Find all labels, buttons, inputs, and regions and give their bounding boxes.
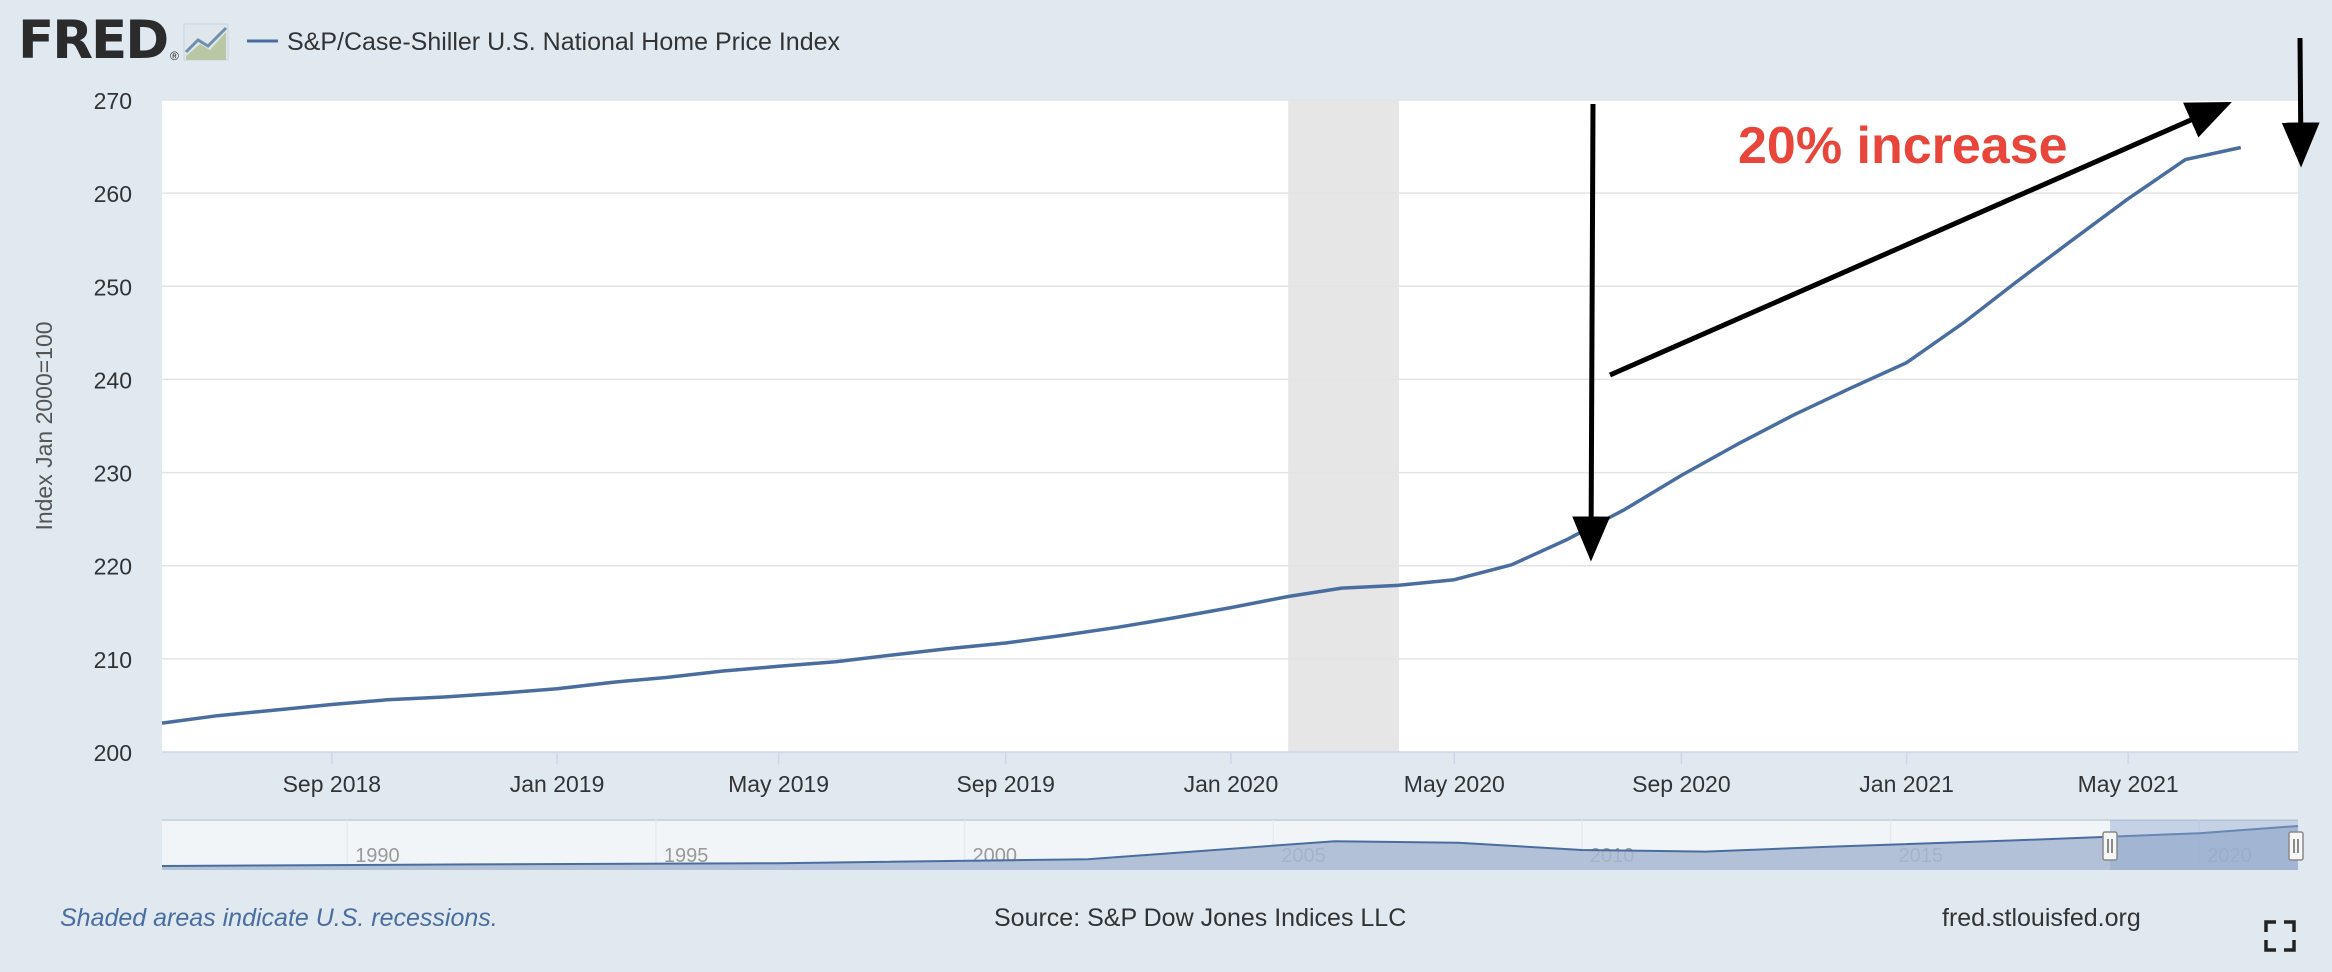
- range-navigator[interactable]: 1990199520002005201020152020: [161, 819, 2304, 870]
- series-layer[interactable]: [161, 145, 2242, 725]
- trend-chart-icon: [183, 23, 229, 61]
- series-line[interactable]: [161, 145, 2242, 725]
- y-tick-label: 270: [94, 88, 132, 114]
- navigator-selected-range[interactable]: [2110, 820, 2298, 870]
- navigator-handle-left[interactable]: [2102, 831, 2118, 861]
- annotation-arrow-start: [1572, 103, 1611, 562]
- annotation-layer: 20% increase: [1572, 37, 2320, 562]
- y-axis: 200 210 220 230 240 250 260 270: [94, 88, 132, 766]
- recession-shading: [1288, 100, 1399, 752]
- x-tick-label: Jan 2021: [1859, 771, 1954, 797]
- navigator-tick-label: 1990: [355, 845, 400, 867]
- x-tick-label: Jan 2019: [510, 771, 605, 797]
- annotation-arrow-trend: [1608, 101, 2232, 378]
- fred-logo[interactable]: FRED ®: [18, 10, 229, 71]
- navigator-handle-right[interactable]: [2288, 831, 2304, 861]
- site-link[interactable]: fred.stlouisfed.org: [1942, 904, 2141, 932]
- legend[interactable]: S&P/Case-Shiller U.S. National Home Pric…: [247, 28, 841, 56]
- y-tick-label: 200: [94, 740, 132, 766]
- x-axis: Sep 2018 Jan 2019 May 2019 Sep 2019 Jan 2020…: [283, 752, 2179, 797]
- logo-registered-mark: ®: [170, 49, 179, 63]
- annotation-text: 20% increase: [1738, 117, 2068, 175]
- y-tick-label: 250: [94, 274, 132, 300]
- recession-band: [1288, 100, 1399, 752]
- legend-label: S&P/Case-Shiller U.S. National Home Pric…: [287, 28, 841, 56]
- source-text: Source: S&P Dow Jones Indices LLC: [994, 904, 1406, 932]
- x-tick-label: Jan 2020: [1184, 771, 1279, 797]
- navigator-series-line: [161, 825, 2299, 867]
- gridlines: [162, 99, 2298, 753]
- plot-area: [162, 100, 2298, 752]
- fullscreen-icon[interactable]: [2264, 920, 2296, 952]
- x-tick-label: May 2020: [1404, 771, 1505, 797]
- y-tick-label: 240: [94, 367, 132, 393]
- x-tick-label: May 2021: [2078, 771, 2179, 797]
- y-tick-label: 230: [94, 461, 132, 487]
- recession-note: Shaded areas indicate U.S. recessions.: [60, 904, 498, 932]
- x-tick-label: Sep 2018: [283, 771, 381, 797]
- annotation-arrow-end: [2281, 37, 2320, 168]
- y-tick-label: 260: [94, 181, 132, 207]
- y-axis-label: Index Jan 2000=100: [31, 321, 57, 530]
- x-tick-label: May 2019: [728, 771, 829, 797]
- navigator-series-area: [162, 826, 2298, 870]
- navigator-tick-label: 1995: [664, 845, 709, 867]
- logo-text: FRED: [18, 10, 167, 71]
- x-tick-label: Sep 2020: [1632, 771, 1730, 797]
- y-tick-label: 210: [94, 647, 132, 673]
- y-tick-label: 220: [94, 554, 132, 580]
- x-tick-label: Sep 2019: [956, 771, 1054, 797]
